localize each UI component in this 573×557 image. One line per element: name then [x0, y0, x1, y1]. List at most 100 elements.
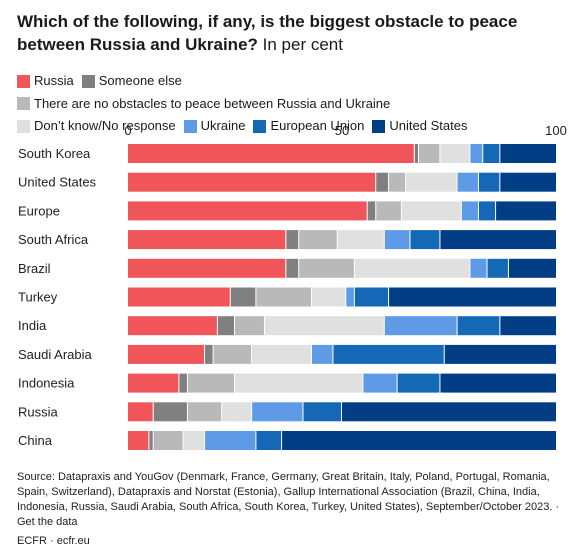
legend-swatch	[183, 119, 197, 133]
bar-segment	[256, 431, 282, 450]
legend: Russia Someone else There are no obstacles…	[17, 71, 562, 139]
bar-segment	[128, 258, 286, 278]
bar-segment	[376, 172, 389, 192]
x-tick-label: 100	[545, 123, 567, 138]
bar-segment	[128, 144, 414, 163]
bar-segment	[205, 431, 256, 450]
legend-label: European Union	[270, 118, 365, 133]
bar-segment	[128, 172, 376, 192]
x-tick-label: 50	[335, 123, 349, 138]
legend-label: There are no obstacles to peace between …	[34, 95, 391, 111]
bar-segment	[500, 172, 556, 192]
bar-segment	[252, 344, 312, 364]
footer-credit: ECFR · ecfr.eu	[17, 535, 90, 547]
source-note: Source: Datapraxis and YouGov (Denmark, …	[17, 471, 560, 528]
bar-segment	[128, 316, 217, 336]
bar-segment	[401, 201, 461, 221]
legend-item: Russia	[17, 71, 74, 91]
bar-segment	[478, 172, 500, 192]
bar-segment	[230, 287, 256, 307]
bar-segment	[128, 344, 205, 364]
bar-segment	[235, 316, 264, 336]
legend-item: Ukraine	[183, 116, 245, 136]
bar-segment	[397, 373, 440, 393]
bar-segment	[299, 230, 337, 250]
bar-segment	[128, 402, 153, 422]
bar-segment	[478, 201, 496, 221]
bar-segment	[500, 144, 556, 163]
bar-segment	[128, 230, 286, 250]
bar-segment	[153, 431, 183, 450]
category-label: Europe	[18, 203, 60, 218]
bar-segment	[286, 230, 299, 250]
bar-segment	[303, 402, 341, 422]
bar-segment	[389, 287, 556, 307]
bar-segment	[299, 258, 354, 278]
bar-segment	[179, 373, 187, 393]
bar-segment	[440, 144, 470, 163]
bar-segment	[235, 373, 363, 393]
legend-swatch	[17, 97, 30, 110]
bar-segment	[256, 287, 312, 307]
category-label: Russia	[18, 404, 59, 419]
category-label: South Africa	[18, 232, 89, 247]
bar-segment	[187, 402, 222, 422]
stacked-bar-chart: 0 50 100 South Korea United States Europe Sout…	[18, 123, 567, 450]
legend-item: Someone else	[81, 71, 182, 91]
chart-title: Which of the following, if any, is the b…	[17, 10, 562, 56]
bar-segment	[213, 344, 252, 364]
legend-item: United States	[372, 116, 467, 136]
category-label: South Korea	[18, 146, 91, 161]
category-label: United States	[18, 175, 97, 190]
bar-segment	[384, 316, 457, 336]
bar-segment	[457, 172, 478, 192]
legend-swatch	[17, 74, 30, 88]
bar-segment	[153, 402, 187, 422]
bar-segment	[384, 230, 410, 250]
x-tick-label: 0	[124, 123, 131, 138]
category-label: Turkey	[18, 290, 58, 305]
bar-segment	[222, 402, 252, 422]
category-label: Saudi Arabia	[18, 347, 92, 362]
legend-swatch	[17, 119, 30, 133]
bar-segment	[444, 344, 556, 364]
bar-segment	[217, 316, 234, 336]
legend-label: Someone else	[98, 73, 182, 88]
legend-swatch	[372, 119, 386, 133]
bar-segment	[128, 373, 179, 393]
bar-segment	[312, 287, 346, 307]
bar-segment	[367, 201, 376, 221]
bar-segment	[414, 144, 419, 163]
bar-segment	[128, 431, 149, 450]
category-label: Indonesia	[18, 376, 75, 391]
bar-segment	[312, 344, 333, 364]
bar-segment	[461, 201, 478, 221]
bar-segment	[496, 201, 556, 221]
legend-item: Don’t know/No response	[17, 116, 176, 136]
bar-segment	[264, 316, 384, 336]
bar-segment	[346, 287, 354, 307]
bar-segment	[500, 316, 556, 336]
legend-item: European Union	[253, 116, 364, 136]
category-label: China	[18, 433, 53, 448]
bar-segment	[149, 431, 153, 450]
legend-swatch	[253, 119, 267, 133]
bar-segment	[187, 373, 234, 393]
bar-segment	[470, 144, 483, 163]
bar-segment	[354, 258, 470, 278]
category-label: India	[18, 318, 47, 333]
bar-segment	[333, 344, 444, 364]
bar-segment	[205, 344, 213, 364]
bar-segment	[457, 316, 500, 336]
legend-swatch	[81, 74, 95, 88]
bar-segment	[128, 201, 367, 221]
category-label: Brazil	[18, 261, 51, 276]
title-subtitle: In per cent	[262, 35, 343, 54]
bar-segment	[389, 172, 406, 192]
bar-segment	[419, 144, 440, 163]
legend-label: Don’t know/No response	[34, 118, 176, 133]
bar-segment	[363, 373, 397, 393]
legend-item: There are no obstacles to peace between …	[17, 94, 390, 114]
bar-segment	[342, 402, 556, 422]
bar-segment	[183, 431, 205, 450]
